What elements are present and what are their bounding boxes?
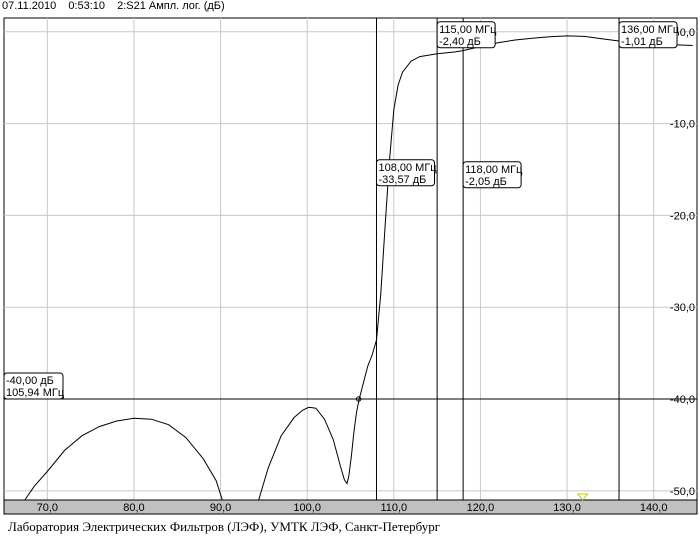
level-marker-label-value: 105,94 МГц [6, 387, 65, 399]
x-tick-label: 140,0 [640, 502, 668, 514]
marker-label: 136,00 МГц-1,01 дБ [619, 22, 680, 48]
y-tick-label: -40,0 [670, 394, 695, 406]
marker-label-freq: 115,00 МГц [439, 24, 497, 36]
y-tick-label: -50,0 [670, 486, 695, 498]
x-tick-label: 70,0 [37, 502, 58, 514]
y-tick-label: -30,0 [670, 302, 695, 314]
marker-label-value: -1,01 дБ [621, 36, 663, 48]
marker-label: 115,00 МГц-2,40 дБ [437, 22, 497, 48]
marker-label-freq: 118,00 МГц [465, 164, 523, 176]
x-tick-label: 110,0 [380, 502, 407, 514]
level-marker-label-freq: -40,00 дБ [6, 375, 54, 387]
x-tick-label: 100,0 [293, 502, 321, 514]
marker-label-freq: 136,00 МГц [621, 24, 680, 36]
plot-frame [4, 18, 697, 500]
y-tick-label: -10,0 [670, 119, 695, 131]
marker-label-freq: 108,00 МГц [378, 162, 437, 174]
s21-plot[interactable]: 0,0 -10,0 -20,0 -30,0 -40,0 -50,0 70,0 80,0 90,… [0, 0, 700, 520]
x-axis-bar [4, 500, 697, 514]
marker-label-value: -2,05 дБ [465, 176, 507, 188]
marker-label: 118,00 МГц-2,05 дБ [463, 162, 523, 188]
x-tick-label: 90,0 [210, 502, 231, 514]
y-tick-label: -20,0 [670, 210, 695, 222]
marker-label-value: -33,57 дБ [378, 174, 426, 186]
y-tick-label: 0,0 [680, 27, 695, 39]
x-tick-label: 80,0 [123, 502, 144, 514]
x-tick-label: 120,0 [467, 502, 495, 514]
x-tick-label: 130,0 [553, 502, 581, 514]
marker-label-value: -2,40 дБ [439, 36, 481, 48]
footer-caption: Лаборатория Электрических Фильтров (ЛЭФ)… [8, 519, 440, 535]
marker-label: 108,00 МГц-33,57 дБ [376, 160, 437, 186]
